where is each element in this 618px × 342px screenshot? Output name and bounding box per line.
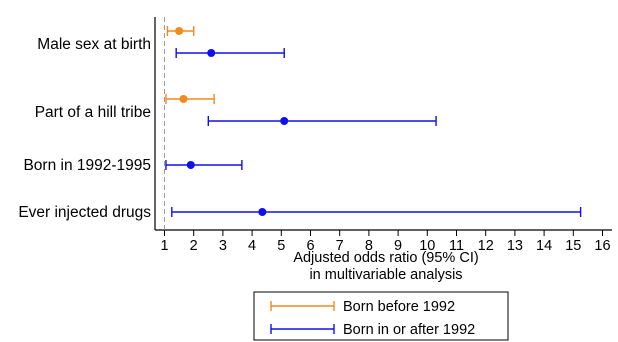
point-estimate	[179, 95, 188, 103]
legend-label: Born in or after 1992	[343, 322, 475, 338]
x-tick-label: 9	[394, 238, 402, 254]
legend-box	[253, 291, 509, 341]
x-tick-label: 7	[336, 238, 344, 254]
x-tick-label: 5	[277, 238, 285, 254]
x-tick-label: 11	[449, 238, 464, 254]
legend: Born before 1992 Born in or after 1992	[253, 291, 509, 341]
category-label: Ever injected drugs	[18, 204, 151, 221]
x-tick-label: 3	[219, 238, 227, 254]
x-axis-title-line-1: Adjusted odds ratio (95% CI)	[293, 250, 478, 266]
x-tick-label: 2	[190, 238, 198, 254]
x-tick-label: 15	[565, 238, 581, 254]
category-labels: Male sex at birth Part of a hill tribe Bor…	[18, 36, 151, 221]
ci-mark	[165, 160, 243, 170]
point-estimate	[207, 49, 216, 57]
category-label: Part of a hill tribe	[35, 104, 151, 121]
ci-mark	[175, 48, 285, 58]
ci-mark	[165, 94, 215, 104]
ci-mark	[166, 26, 195, 36]
legend-label: Born before 1992	[343, 299, 455, 315]
point-estimate	[258, 208, 267, 216]
x-tick-label: 14	[536, 238, 552, 254]
category-label: Born in 1992-1995	[23, 157, 151, 174]
x-tick-label: 16	[594, 238, 610, 254]
category-label: Male sex at birth	[37, 36, 151, 53]
ci-mark	[171, 207, 582, 217]
x-tick-label: 6	[306, 238, 314, 254]
point-estimate	[186, 161, 195, 169]
point-estimate	[280, 117, 289, 125]
x-tick-label: 13	[507, 238, 523, 254]
point-estimate	[175, 27, 184, 35]
x-tick-label: 4	[248, 238, 256, 254]
x-tick-label: 1	[160, 238, 168, 254]
x-tick-label: 12	[478, 238, 494, 254]
x-axis-title-line-2: in multivariable analysis	[309, 267, 462, 283]
ci-mark	[207, 116, 437, 126]
x-ticks: 1 2 3 4 5 6 7 8 9 10 11 12 13 14 15 16	[160, 230, 611, 254]
x-tick-label: 10	[419, 238, 435, 254]
x-tick-label: 8	[365, 238, 373, 254]
series-marks	[165, 26, 582, 217]
